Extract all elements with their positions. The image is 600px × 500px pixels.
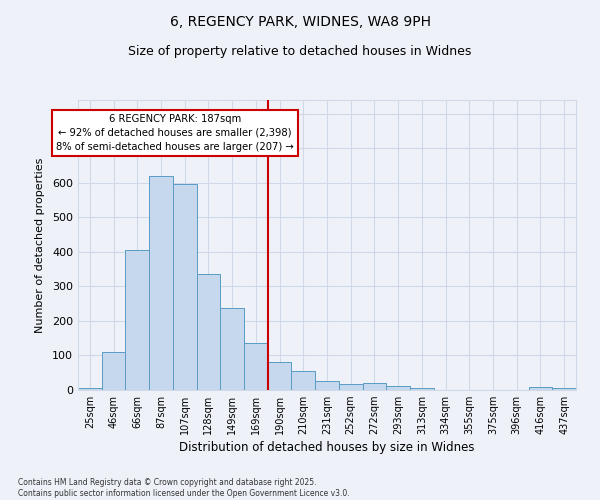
Text: 6 REGENCY PARK: 187sqm
← 92% of detached houses are smaller (2,398)
8% of semi-d: 6 REGENCY PARK: 187sqm ← 92% of detached… [56, 114, 294, 152]
Bar [529, 387, 552, 390]
Text: 6, REGENCY PARK, WIDNES, WA8 9PH: 6, REGENCY PARK, WIDNES, WA8 9PH [170, 15, 431, 29]
Bar [410, 388, 434, 390]
Bar [197, 274, 220, 390]
Bar [220, 308, 244, 390]
Text: Size of property relative to detached houses in Widnes: Size of property relative to detached ho… [128, 45, 472, 58]
Bar [315, 382, 339, 390]
Bar [386, 386, 410, 390]
Y-axis label: Number of detached properties: Number of detached properties [35, 158, 45, 332]
Bar [552, 388, 576, 390]
Bar [149, 176, 173, 390]
Bar [78, 388, 102, 390]
Bar [339, 384, 362, 390]
Bar [292, 371, 315, 390]
Text: Contains HM Land Registry data © Crown copyright and database right 2025.
Contai: Contains HM Land Registry data © Crown c… [18, 478, 350, 498]
X-axis label: Distribution of detached houses by size in Widnes: Distribution of detached houses by size … [179, 442, 475, 454]
Bar [102, 352, 125, 390]
Bar [173, 184, 197, 390]
Bar [125, 250, 149, 390]
Bar [362, 383, 386, 390]
Bar [244, 342, 268, 390]
Bar [268, 362, 292, 390]
